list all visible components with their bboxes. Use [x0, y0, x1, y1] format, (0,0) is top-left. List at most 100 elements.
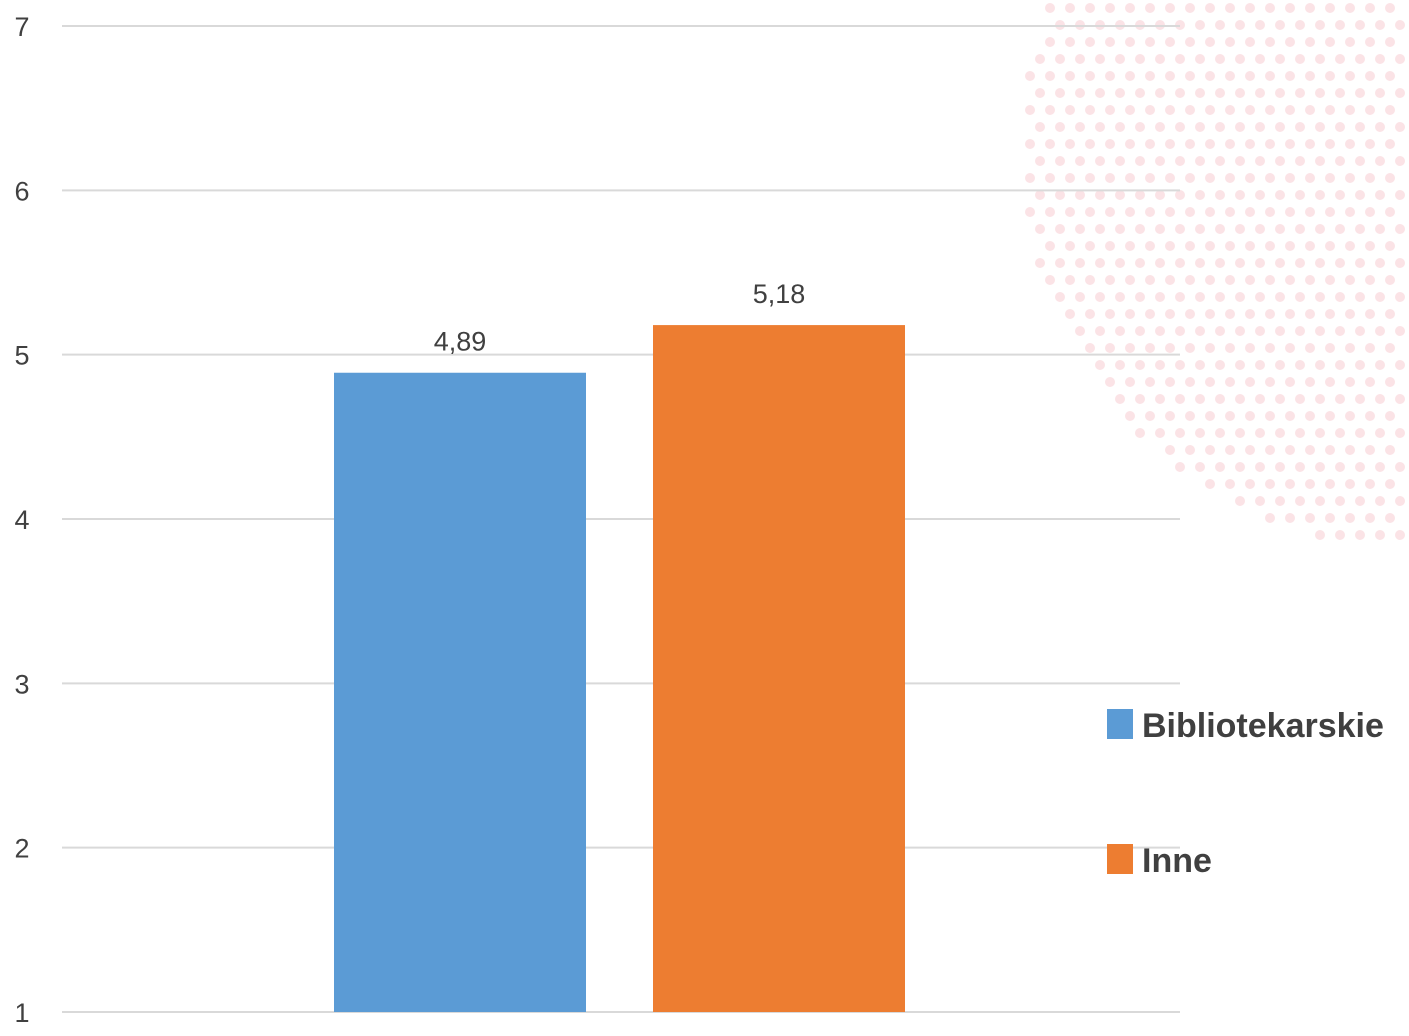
decorative-dot — [1135, 122, 1145, 132]
decorative-dot — [1325, 71, 1335, 81]
decorative-dot — [1165, 3, 1175, 13]
decorative-dot — [1295, 292, 1305, 302]
decorative-dot — [1245, 173, 1255, 183]
decorative-dot — [1365, 377, 1375, 387]
decorative-dot — [1355, 462, 1365, 472]
decorative-dot — [1145, 275, 1155, 285]
decorative-dot — [1365, 139, 1375, 149]
decorative-dot — [1125, 3, 1135, 13]
y-tick-label: 3 — [14, 669, 29, 699]
decorative-dot — [1345, 3, 1355, 13]
decorative-dot — [1115, 122, 1125, 132]
decorative-dot — [1275, 156, 1285, 166]
decorative-dot — [1235, 496, 1245, 506]
decorative-dot — [1245, 343, 1255, 353]
decorative-dot — [1325, 479, 1335, 489]
decorative-dot — [1355, 326, 1365, 336]
decorative-dot — [1095, 326, 1105, 336]
decorative-dot — [1145, 309, 1155, 319]
decorative-dot — [1265, 377, 1275, 387]
decorative-dot — [1345, 377, 1355, 387]
decorative-dot — [1235, 258, 1245, 268]
decorative-dot — [1335, 54, 1345, 64]
decorative-dot — [1315, 258, 1325, 268]
decorative-dot — [1105, 3, 1115, 13]
decorative-dot — [1215, 224, 1225, 234]
decorative-dot — [1075, 258, 1085, 268]
decorative-dot — [1175, 292, 1185, 302]
decorative-dot — [1335, 496, 1345, 506]
decorative-dot — [1295, 428, 1305, 438]
decorative-dot — [1095, 190, 1105, 200]
decorative-dot — [1225, 241, 1235, 251]
decorative-dot — [1295, 462, 1305, 472]
data-label: 4,89 — [434, 327, 487, 357]
decorative-dot — [1035, 190, 1045, 200]
decorative-dot — [1035, 258, 1045, 268]
decorative-dot — [1315, 224, 1325, 234]
decorative-dot — [1285, 37, 1295, 47]
decorative-dot — [1195, 292, 1205, 302]
decorative-dot — [1115, 394, 1125, 404]
decorative-dot — [1215, 428, 1225, 438]
decorative-dot — [1155, 224, 1165, 234]
decorative-dot — [1395, 258, 1405, 268]
decorative-dot — [1335, 462, 1345, 472]
decorative-dot — [1285, 377, 1295, 387]
decorative-dot — [1385, 343, 1395, 353]
decorative-dot — [1185, 343, 1195, 353]
decorative-dot — [1345, 479, 1355, 489]
legend-label: Bibliotekarskie — [1142, 707, 1384, 745]
decorative-dot — [1345, 139, 1355, 149]
decorative-dot — [1215, 292, 1225, 302]
decorative-dot — [1175, 88, 1185, 98]
decorative-dot — [1335, 428, 1345, 438]
decorative-dot — [1245, 411, 1255, 421]
decorative-dot — [1245, 37, 1255, 47]
decorative-dot — [1325, 37, 1335, 47]
decorative-dot — [1225, 173, 1235, 183]
decorative-dot — [1305, 377, 1315, 387]
decorative-dot — [1215, 190, 1225, 200]
decorative-dot — [1215, 122, 1225, 132]
decorative-dot — [1205, 411, 1215, 421]
decorative-dot — [1155, 190, 1165, 200]
decorative-dot — [1305, 105, 1315, 115]
decorative-dot — [1255, 326, 1265, 336]
decorative-dot — [1365, 309, 1375, 319]
decorative-dot — [1305, 275, 1315, 285]
decorative-dot — [1365, 37, 1375, 47]
decorative-dot — [1165, 37, 1175, 47]
decorative-dot — [1335, 156, 1345, 166]
decorative-dot — [1305, 207, 1315, 217]
decorative-dot — [1125, 105, 1135, 115]
decorative-dot — [1355, 88, 1365, 98]
decorative-dot — [1195, 122, 1205, 132]
decorative-dot — [1135, 190, 1145, 200]
decorative-dot — [1325, 377, 1335, 387]
decorative-dot — [1145, 343, 1155, 353]
decorative-dot — [1265, 241, 1275, 251]
decorative-dot — [1385, 3, 1395, 13]
decorative-dot — [1055, 122, 1065, 132]
decorative-dot — [1135, 360, 1145, 370]
decorative-dot — [1335, 20, 1345, 30]
decorative-dot — [1165, 445, 1175, 455]
decorative-dot — [1065, 207, 1075, 217]
decorative-dot — [1335, 258, 1345, 268]
decorative-dot — [1165, 275, 1175, 285]
decorative-dot — [1385, 241, 1395, 251]
decorative-dot — [1265, 513, 1275, 523]
legend-swatch — [1107, 709, 1133, 739]
decorative-dot — [1315, 190, 1325, 200]
decorative-dot — [1165, 139, 1175, 149]
decorative-dot — [1055, 54, 1065, 64]
decorative-dot — [1185, 241, 1195, 251]
decorative-dot — [1085, 173, 1095, 183]
decorative-dot — [1135, 326, 1145, 336]
bars — [334, 325, 905, 1012]
decorative-dot — [1225, 71, 1235, 81]
decorative-dot — [1175, 122, 1185, 132]
decorative-dot — [1265, 275, 1275, 285]
decorative-dot — [1345, 173, 1355, 183]
